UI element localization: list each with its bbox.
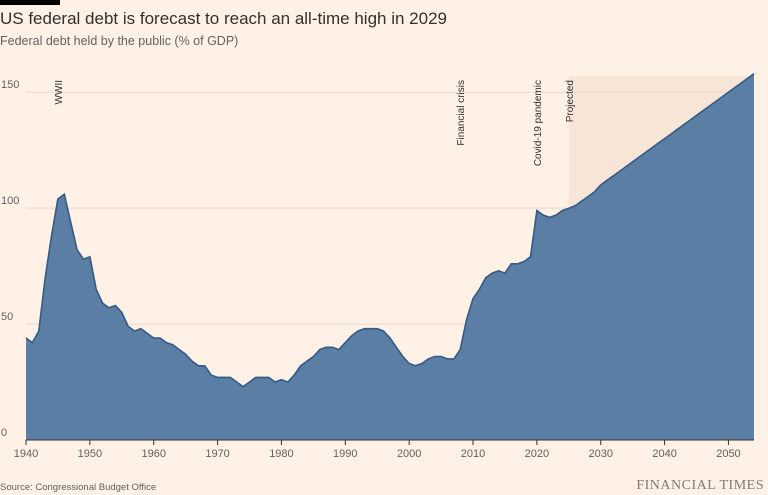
chart-title: US federal debt is forecast to reach an …: [0, 9, 447, 28]
ft-logo: FINANCIAL TIMES: [636, 478, 764, 493]
y-tick-label: 100: [1, 195, 19, 207]
x-tick-label: 1960: [141, 448, 165, 460]
source-note: Source: Congressional Budget Office: [0, 482, 157, 493]
x-tick-label: 2000: [397, 448, 421, 460]
x-tick-label: 1950: [78, 448, 102, 460]
x-tick-label: 2050: [716, 448, 740, 460]
y-tick-label: 150: [1, 79, 19, 91]
y-tick-label: 0: [1, 427, 7, 439]
x-tick-label: 1980: [269, 448, 293, 460]
x-tick-label: 2010: [461, 448, 485, 460]
y-tick-label: 50: [1, 311, 13, 323]
annotation-label: Covid-19 pandemic: [533, 80, 544, 166]
x-tick-label: 1990: [333, 448, 357, 460]
chart-subtitle: Federal debt held by the public (% of GD…: [0, 34, 239, 48]
annotation-label: WWII: [54, 80, 65, 104]
debt-area: [26, 73, 754, 440]
brand-bar: [0, 0, 60, 5]
x-tick-label: 2030: [588, 448, 612, 460]
x-tick-label: 1940: [14, 448, 38, 460]
annotation-label: Projected: [565, 80, 576, 122]
debt-line: [25, 73, 755, 388]
annotation-label: Financial crisis: [456, 80, 467, 146]
x-tick-label: 1970: [205, 448, 229, 460]
x-tick-label: 2020: [525, 448, 549, 460]
x-tick-label: 2040: [652, 448, 676, 460]
